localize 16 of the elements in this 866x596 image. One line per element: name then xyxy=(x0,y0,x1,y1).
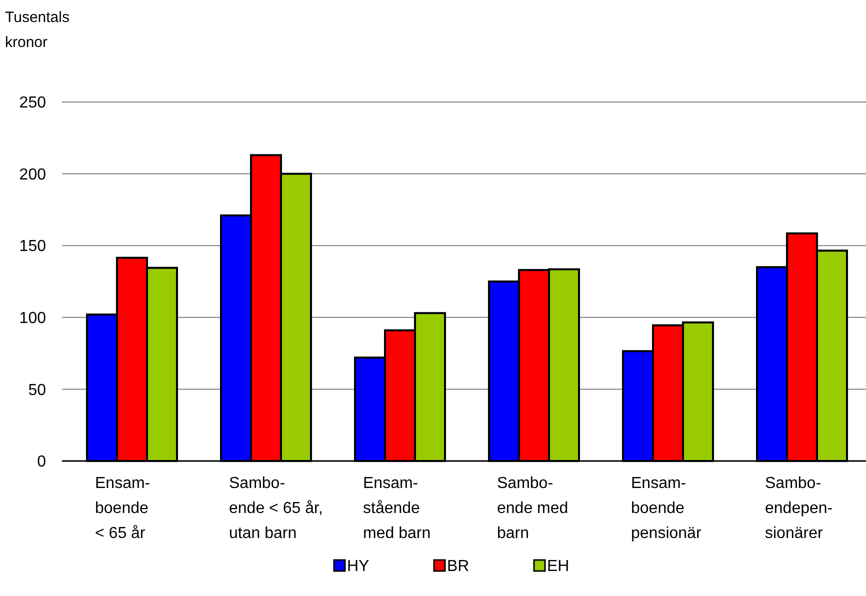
y-tick-label: 100 xyxy=(19,310,46,327)
y-tick-label: 0 xyxy=(37,454,46,471)
x-tick-label: Ensam- stående med barn xyxy=(363,475,431,542)
y-tick-label: 150 xyxy=(19,238,46,256)
legend-label: BR xyxy=(447,558,470,575)
y-axis-title: Tusentals kronor xyxy=(5,9,70,51)
legend-label: EH xyxy=(547,558,570,575)
y-tick-label: 200 xyxy=(19,166,46,184)
y-tick-label: 50 xyxy=(28,382,46,399)
x-tick-label: Sambo- endepen- sionärer xyxy=(765,475,833,542)
x-tick-label: Ensam- boende < 65 år xyxy=(95,475,150,542)
x-tick-label: Sambo- ende < 65 år, utan barn xyxy=(229,475,323,542)
x-tick-label: Sambo- ende med barn xyxy=(497,475,568,542)
legend-label: HY xyxy=(347,558,370,575)
y-tick-label: 250 xyxy=(19,94,46,112)
x-tick-label: Ensam- boende pensionär xyxy=(631,475,702,542)
